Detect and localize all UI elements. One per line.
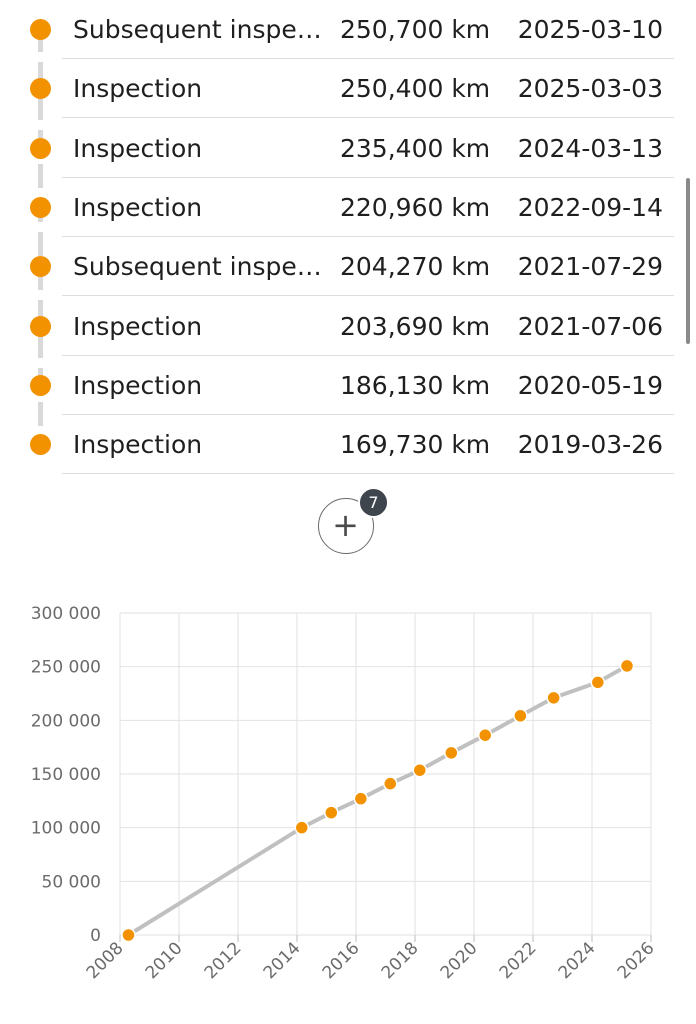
- inspection-mileage: 250,700 km: [340, 15, 491, 44]
- mileage-chart-svg: 0 50 000 100 000 150 000 200 000 250 000 300 0…: [31, 604, 659, 983]
- inspection-row[interactable]: Inspection 220,960 km 2022-09-14: [0, 178, 676, 237]
- inspection-date: 2025-03-10: [517, 15, 663, 44]
- x-tick-label: 2010: [142, 938, 187, 983]
- x-tick-label: 2012: [201, 938, 246, 983]
- timeline-dot-icon: [30, 78, 51, 100]
- row-divider: [62, 58, 674, 59]
- data-point: [513, 708, 528, 724]
- more-count-badge: 7: [358, 487, 389, 518]
- y-tick-label: 200 000: [31, 711, 101, 731]
- y-tick-label: 50 000: [42, 872, 101, 892]
- timeline-dot-icon: [30, 19, 51, 40]
- scrollbar[interactable]: [686, 178, 690, 344]
- inspection-date: 2024-03-13: [517, 133, 663, 163]
- row-divider: [62, 295, 674, 297]
- inspection-date: 2021-07-29: [517, 252, 663, 282]
- x-tick-label: 2018: [378, 938, 423, 983]
- data-point: [294, 820, 310, 835]
- data-point: [619, 658, 635, 674]
- data-point: [324, 805, 339, 820]
- row-divider: [62, 473, 674, 475]
- inspection-mileage: 220,960 km: [340, 192, 491, 222]
- data-point: [546, 690, 561, 706]
- inspection-mileage: 186,130 km: [340, 370, 491, 400]
- inspection-row[interactable]: Inspection 186,130 km 2020-05-19: [0, 356, 676, 415]
- inspection-date: 2021-07-06: [517, 311, 663, 341]
- inspection-row[interactable]: Subsequent inspection 204,270 km 2021-07-2…: [0, 237, 676, 297]
- data-point: [590, 675, 606, 690]
- x-tick-label: 2016: [319, 938, 364, 983]
- timeline-dot-icon: [30, 256, 51, 278]
- inspection-type: Subsequent inspection: [73, 15, 335, 44]
- y-tick-label: 250 000: [31, 658, 101, 678]
- data-point: [444, 745, 459, 761]
- show-more-button[interactable]: +: [318, 498, 374, 554]
- x-tick-label: 2020: [437, 938, 482, 983]
- inspection-date: 2022-09-14: [517, 192, 663, 222]
- y-tick-label: 100 000: [31, 819, 101, 839]
- x-tick-label: 2024: [555, 938, 600, 983]
- inspection-mileage: 169,730 km: [340, 430, 491, 460]
- inspection-row[interactable]: Inspection 203,690 km 2021-07-06: [0, 297, 676, 356]
- inspection-type: Inspection: [73, 74, 203, 104]
- y-tick-label: 0: [90, 926, 101, 946]
- timeline-connector: [38, 28, 43, 446]
- inspection-type: Inspection: [73, 192, 203, 222]
- data-point: [477, 727, 493, 743]
- mileage-chart: 0 50 000 100 000 150 000 200 000 250 000 300 0…: [0, 580, 696, 1020]
- inspection-row[interactable]: Subsequent inspection 250,700 km 2025-03-1…: [0, 0, 676, 59]
- y-tick-label: 150 000: [31, 765, 101, 785]
- row-divider: [62, 235, 674, 237]
- x-tick-label: 2022: [496, 938, 541, 983]
- row-divider: [62, 354, 674, 356]
- inspection-date: 2025-03-03: [517, 74, 663, 104]
- inspection-date: 2020-05-19: [517, 370, 663, 400]
- timeline-dot-icon: [30, 196, 51, 218]
- timeline-dot-icon: [30, 374, 51, 396]
- row-divider: [62, 117, 674, 119]
- row-divider: [62, 413, 674, 415]
- x-tick-label: 2014: [260, 938, 305, 983]
- inspection-mileage: 235,400 km: [340, 133, 491, 163]
- data-point: [353, 791, 369, 806]
- inspection-row[interactable]: Inspection 169,730 km 2019-03-26: [0, 415, 676, 475]
- inspection-type: Inspection: [73, 430, 203, 460]
- x-tick-label: 2026: [614, 938, 659, 983]
- inspection-type: Subsequent inspection: [73, 252, 335, 282]
- inspection-timeline: Subsequent inspection 250,700 km 2025-03-1…: [0, 0, 696, 476]
- inspection-row[interactable]: Inspection 235,400 km 2024-03-13: [0, 119, 676, 178]
- timeline-dot-icon: [30, 137, 51, 159]
- data-point: [383, 776, 398, 791]
- timeline-dot-icon: [30, 434, 51, 456]
- inspection-mileage: 204,270 km: [340, 252, 491, 282]
- inspection-type: Inspection: [73, 311, 203, 341]
- inspection-type: Inspection: [73, 370, 203, 400]
- row-divider: [62, 176, 674, 178]
- inspection-mileage: 250,400 km: [340, 74, 491, 104]
- inspection-type: Inspection: [73, 133, 203, 163]
- timeline-dot-icon: [30, 315, 51, 337]
- data-point: [412, 762, 428, 778]
- inspection-row[interactable]: Inspection 250,400 km 2025-03-03: [0, 59, 676, 119]
- y-tick-label: 300 000: [31, 604, 101, 624]
- series-line: [126, 663, 629, 937]
- data-point: [121, 927, 136, 943]
- plus-icon: +: [332, 506, 359, 544]
- inspection-date: 2019-03-26: [517, 430, 663, 460]
- inspection-mileage: 203,690 km: [340, 311, 491, 341]
